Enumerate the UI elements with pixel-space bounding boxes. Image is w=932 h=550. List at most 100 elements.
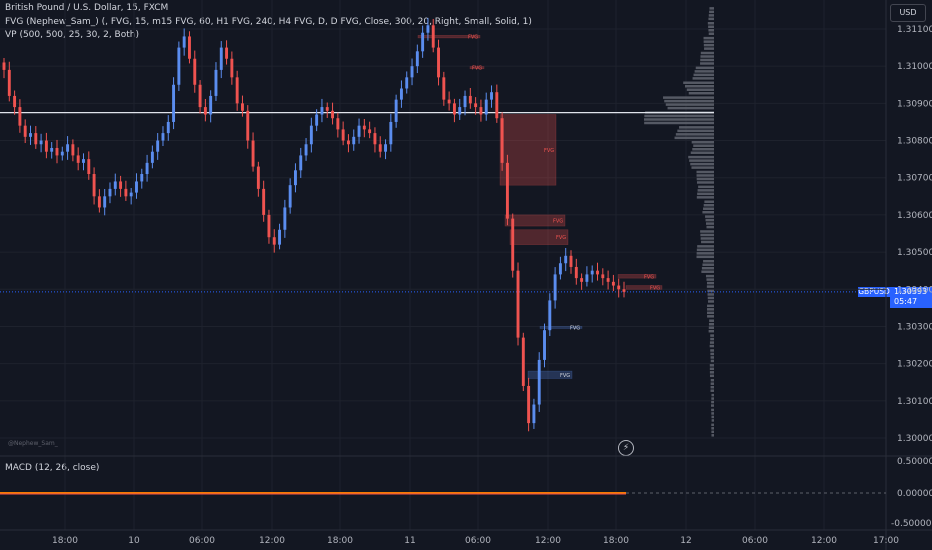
- volume-profile-bar: [644, 121, 714, 125]
- volume-profile-bar: [710, 349, 714, 352]
- candle-body: [172, 84, 176, 122]
- volume-profile-bar: [700, 233, 714, 237]
- time-axis-label: 06:00: [742, 536, 768, 546]
- time-axis-label: 12: [680, 536, 691, 546]
- candle-body: [574, 266, 578, 279]
- volume-profile-bar: [711, 415, 714, 419]
- candle-body: [55, 147, 59, 156]
- candle-body: [92, 174, 96, 197]
- candle-body: [299, 155, 303, 171]
- volume-profile-bar: [684, 84, 714, 88]
- fvg-zone: [625, 285, 663, 290]
- candle-body: [336, 118, 340, 130]
- volume-profile-bar: [710, 382, 714, 385]
- volume-profile-bar: [644, 118, 714, 121]
- volume-profile-bar: [707, 311, 714, 315]
- candle-body: [293, 170, 297, 186]
- fvg-label: FVG: [570, 325, 580, 331]
- volume-profile-bar: [710, 352, 714, 356]
- volume-profile-bar: [708, 17, 714, 21]
- candle-body: [97, 196, 101, 208]
- volume-profile-bar: [696, 196, 714, 199]
- fvg-zone: [469, 66, 485, 70]
- volume-profile-bar: [709, 7, 714, 10]
- volume-profile-bar: [674, 136, 714, 140]
- fvg-zone: [527, 370, 573, 379]
- volume-profile-bar: [710, 337, 714, 341]
- candle-body: [288, 185, 292, 208]
- volume-profile-bar: [696, 252, 714, 255]
- volume-profile-bar: [706, 281, 714, 285]
- symbol-legend[interactable]: British Pound / U.S. Dollar, 15, FXCM: [5, 3, 169, 13]
- candle-body: [251, 140, 255, 167]
- candle-body: [617, 285, 621, 290]
- volume-profile-bar: [708, 25, 714, 28]
- volume-profile-bar: [695, 66, 714, 70]
- candle-body: [325, 107, 329, 111]
- macd-axis-label: 0.00000: [897, 489, 932, 499]
- candle-body: [585, 274, 589, 282]
- candle-body: [235, 77, 239, 104]
- candle-body: [256, 166, 260, 189]
- fvg-indicator-legend[interactable]: FVG (Nephew_Sam_) (, FVG, 15, m15 FVG, 6…: [5, 17, 532, 27]
- volume-profile-bar: [691, 166, 714, 169]
- candle-body: [309, 125, 313, 145]
- candle-body: [611, 281, 615, 286]
- candle-body: [272, 237, 276, 245]
- volume-profile-bar: [709, 10, 714, 14]
- last-price-value: 1.30393: [894, 287, 928, 296]
- candle-body: [564, 255, 568, 264]
- price-axis-label: 1.30500: [897, 248, 932, 258]
- candle-body: [203, 107, 207, 115]
- candle-body: [7, 69, 11, 96]
- volume-profile-bar: [705, 222, 714, 225]
- volume-profile-bar: [709, 319, 714, 322]
- time-axis-label: 12:00: [259, 536, 285, 546]
- price-axis-label: 1.31000: [897, 62, 932, 72]
- candle-body: [18, 107, 22, 126]
- volume-profile-bar: [711, 397, 714, 400]
- volume-profile-bar: [707, 296, 714, 300]
- volume-profile-bar: [697, 192, 714, 196]
- candle-body: [193, 58, 197, 85]
- candle-body: [431, 25, 435, 48]
- volume-profile-bar: [708, 14, 714, 17]
- macd-legend[interactable]: MACD (12, 26, close): [5, 463, 100, 473]
- candle-body: [362, 125, 366, 130]
- volume-profile-bar: [703, 203, 714, 207]
- time-axis-label: 06:00: [465, 536, 491, 546]
- volume-profile-bar: [703, 36, 714, 40]
- candle-body: [532, 404, 536, 424]
- candle-body: [230, 58, 234, 78]
- candle-body: [346, 140, 350, 145]
- fvg-zone: [504, 214, 566, 227]
- candle-body: [580, 278, 584, 282]
- candle-body: [140, 174, 144, 182]
- volume-profile-bar: [693, 144, 714, 147]
- candle-body: [601, 274, 605, 279]
- volume-profile-bar: [702, 263, 714, 266]
- candle-body: [124, 188, 128, 197]
- price-axis-label: 1.30000: [897, 434, 932, 444]
- volume-profile-bar: [711, 400, 714, 404]
- currency-button[interactable]: USD: [890, 4, 926, 22]
- volume-profile-bar: [710, 359, 714, 363]
- volume-profile-bar: [696, 248, 714, 252]
- candle-body: [150, 151, 154, 163]
- fvg-zone: [539, 326, 583, 329]
- volume-profile-bar: [704, 47, 714, 50]
- candle-body: [463, 95, 467, 108]
- volume-profile-bar: [709, 364, 714, 367]
- volume-profile-bar: [693, 73, 714, 77]
- volume-profile-bar: [700, 58, 714, 62]
- candle-body: [283, 207, 287, 230]
- volume-profile-bar: [700, 55, 714, 58]
- candle-body: [13, 95, 17, 108]
- candle-body: [108, 188, 112, 197]
- candle-body: [76, 155, 80, 163]
- vp-indicator-legend[interactable]: VP (500, 500, 25, 30, 2, Both): [5, 30, 139, 40]
- volume-profile-bar: [696, 177, 714, 181]
- candle-body: [209, 95, 213, 115]
- candle-body: [399, 88, 403, 100]
